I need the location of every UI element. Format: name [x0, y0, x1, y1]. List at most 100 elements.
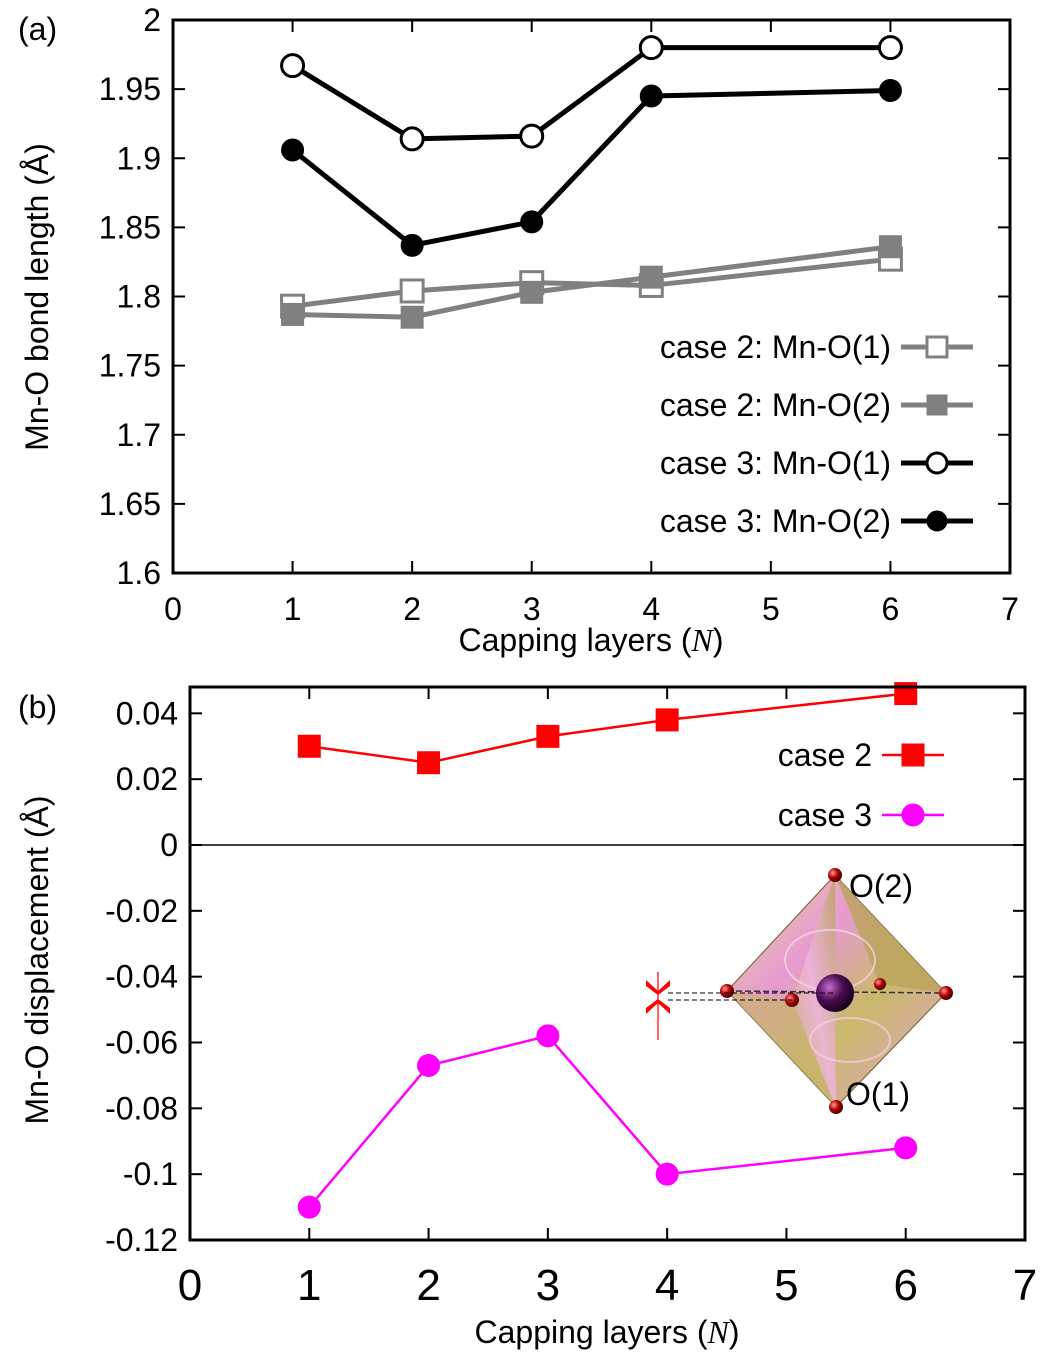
x-tick-label: 2 [403, 591, 421, 627]
legend-label: case 3: Mn-O(2) [660, 503, 891, 539]
x-tick-label: 2 [416, 1261, 440, 1310]
legend-label: case 3 [778, 797, 872, 833]
y-tick-label: 1.6 [117, 555, 161, 591]
y-tick-label: 1.75 [99, 348, 161, 384]
y-tick-label: 0.04 [116, 695, 178, 731]
data-point [638, 35, 664, 61]
octahedron-icon: O(2) O(1) [646, 868, 953, 1114]
panel-a-chart: (a) 1.6 1.65 1.7 1.75 1.8 1.85 1.9 1.95 2 0 1 2 3 4 5… [18, 2, 1019, 658]
legend-marker [926, 510, 948, 532]
panel-a-plot-frame [171, 18, 1012, 575]
x-tick-label: 5 [762, 591, 780, 627]
x-tick-label: 5 [774, 1261, 798, 1310]
x-tick-label: 1 [284, 591, 302, 627]
panel-a-series [280, 35, 903, 329]
y-tick-label: 1.8 [117, 279, 161, 315]
panel-b-x-ticks: 0 1 2 3 4 5 6 7 [178, 687, 1037, 1310]
y-tick-label: 0 [160, 827, 178, 863]
data-point [417, 1054, 441, 1078]
x-tick-label: 6 [893, 1261, 917, 1310]
panel-b-x-label-suffix: ) [729, 1314, 740, 1350]
data-point [655, 708, 679, 732]
legend-marker [901, 743, 925, 767]
x-tick-label: 1 [297, 1261, 321, 1310]
legend-marker [901, 803, 925, 827]
legend-label: case 2 [778, 737, 872, 773]
data-point [281, 138, 305, 162]
panel-b-series [297, 682, 918, 1219]
data-point [536, 1024, 560, 1048]
y-tick-label: -0.02 [105, 893, 178, 929]
legend-marker [925, 335, 949, 359]
manganese-atom [816, 974, 854, 1012]
data-point [878, 235, 902, 259]
y-tick-label: 2 [143, 2, 161, 38]
panel-b-y-ticks: -0.12 -0.1 -0.08 -0.06 -0.04 -0.02 0 0.02 0.04 [105, 695, 1025, 1258]
panel-a-x-label-var: N [691, 622, 715, 658]
x-tick-label: 4 [642, 591, 660, 627]
x-tick-label: 7 [1013, 1261, 1037, 1310]
panel-a-x-axis-label: Capping layers (N) [459, 622, 724, 658]
data-point [280, 53, 306, 79]
legend-marker [925, 451, 949, 475]
y-tick-label: 0.02 [116, 761, 178, 797]
y-tick-label: -0.1 [123, 1156, 178, 1192]
legend-marker [926, 394, 948, 416]
panel-a-y-axis-label: Mn-O bond length (Å) [19, 143, 55, 451]
inset-label-o1: O(1) [846, 1076, 910, 1112]
data-point [894, 1136, 918, 1160]
oxygen-atom-left [720, 984, 734, 998]
panel-b-label: (b) [18, 689, 57, 725]
panel-b-plot-frame [188, 685, 1027, 1242]
y-tick-label: 1.85 [99, 209, 161, 245]
data-point [878, 79, 902, 103]
panel-b-y-axis-label: Mn-O displacement (Å) [19, 796, 55, 1125]
panel-b-x-axis-label: Capping layers (N) [475, 1314, 740, 1350]
legend-label: case 3: Mn-O(1) [660, 445, 891, 481]
data-point [417, 751, 441, 775]
data-point [399, 126, 425, 152]
panel-b-legend: case 2 case 3 [778, 737, 944, 833]
y-tick-label: -0.04 [105, 959, 178, 995]
panel-a-legend: case 2: Mn-O(1) case 2: Mn-O(2) case 3: Mn… [660, 329, 973, 539]
legend-label: case 2: Mn-O(1) [660, 329, 891, 365]
data-point [400, 233, 424, 257]
x-tick-label: 0 [178, 1261, 202, 1310]
data-point [639, 265, 663, 289]
x-tick-label: 4 [655, 1261, 679, 1310]
panel-a-x-label-prefix: Capping layers ( [459, 622, 692, 658]
x-tick-label: 7 [1001, 591, 1019, 627]
data-point [519, 123, 545, 149]
y-tick-label: 1.7 [117, 417, 161, 453]
panel-b-x-label-var: N [707, 1314, 731, 1350]
data-point [536, 724, 560, 748]
oxygen-atom-back [874, 978, 886, 990]
panel-a-y-ticks: 1.6 1.65 1.7 1.75 1.8 1.85 1.9 1.95 2 [99, 2, 1010, 591]
data-point [655, 1162, 679, 1186]
x-tick-label: 6 [882, 591, 900, 627]
y-tick-label: -0.06 [105, 1025, 178, 1061]
data-point [399, 278, 425, 304]
data-point [877, 35, 903, 61]
y-tick-label: 1.95 [99, 71, 161, 107]
data-point [400, 305, 424, 329]
data-point [297, 734, 321, 758]
legend-label: case 2: Mn-O(2) [660, 387, 891, 423]
oxygen-atom-right [939, 986, 953, 1000]
inset-label-o2: O(2) [849, 868, 913, 904]
panel-a-label: (a) [18, 11, 57, 47]
data-point [281, 302, 305, 326]
data-point [520, 280, 544, 304]
panel-a-x-label-suffix: ) [713, 622, 724, 658]
y-tick-label: -0.08 [105, 1090, 178, 1126]
series-line [291, 88, 891, 248]
panel-a-x-ticks: 0 1 2 3 4 5 6 7 [164, 20, 1019, 627]
panel-b-chart: (b) -0.12 -0.1 -0.08 -0.06 -0.04 -0.02 0 0.02 0.… [18, 682, 1037, 1350]
y-tick-label: 1.9 [117, 140, 161, 176]
oxygen-atom-bottom [829, 1100, 843, 1114]
y-tick-label: 1.65 [99, 486, 161, 522]
data-point [297, 1195, 321, 1219]
panel-b-x-label-prefix: Capping layers ( [475, 1314, 708, 1350]
y-tick-label: -0.12 [105, 1222, 178, 1258]
